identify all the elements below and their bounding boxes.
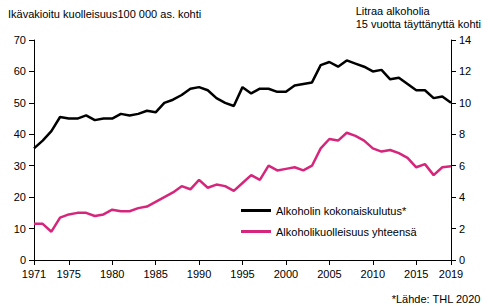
svg-text:8: 8	[459, 128, 465, 140]
svg-text:15 vuotta täyttänyttä kohti: 15 vuotta täyttänyttä kohti	[356, 18, 481, 30]
svg-text:1990: 1990	[187, 268, 211, 280]
svg-text:50: 50	[14, 97, 26, 109]
svg-text:0: 0	[459, 254, 465, 266]
svg-text:1995: 1995	[230, 268, 254, 280]
svg-text:60: 60	[14, 65, 26, 77]
svg-text:1985: 1985	[143, 268, 167, 280]
svg-text:Litraa alkoholia: Litraa alkoholia	[356, 5, 431, 17]
svg-text:2019: 2019	[439, 268, 463, 280]
svg-text:2010: 2010	[361, 268, 385, 280]
svg-text:14: 14	[459, 34, 471, 46]
svg-text:1971: 1971	[22, 268, 46, 280]
svg-text:*Lähde: THL 2020: *Lähde: THL 2020	[392, 293, 481, 305]
svg-text:Ikävakioitu kuolleisuus100 000: Ikävakioitu kuolleisuus100 000 as. kohti	[8, 8, 201, 20]
svg-text:0: 0	[20, 254, 26, 266]
svg-text:1975: 1975	[57, 268, 81, 280]
svg-text:12: 12	[459, 65, 471, 77]
svg-text:Alkoholin kokonaiskulutus*: Alkoholin kokonaiskulutus*	[276, 205, 407, 217]
svg-text:2015: 2015	[404, 268, 428, 280]
svg-text:Alkoholikuolleisuus yhteensä: Alkoholikuolleisuus yhteensä	[276, 226, 418, 238]
svg-text:40: 40	[14, 128, 26, 140]
svg-text:2: 2	[459, 223, 465, 235]
svg-text:10: 10	[459, 97, 471, 109]
svg-text:10: 10	[14, 223, 26, 235]
svg-text:70: 70	[14, 34, 26, 46]
svg-text:6: 6	[459, 160, 465, 172]
svg-text:4: 4	[459, 191, 465, 203]
svg-text:30: 30	[14, 160, 26, 172]
svg-text:1980: 1980	[100, 268, 124, 280]
svg-text:2005: 2005	[317, 268, 341, 280]
svg-text:20: 20	[14, 191, 26, 203]
svg-text:2000: 2000	[274, 268, 298, 280]
